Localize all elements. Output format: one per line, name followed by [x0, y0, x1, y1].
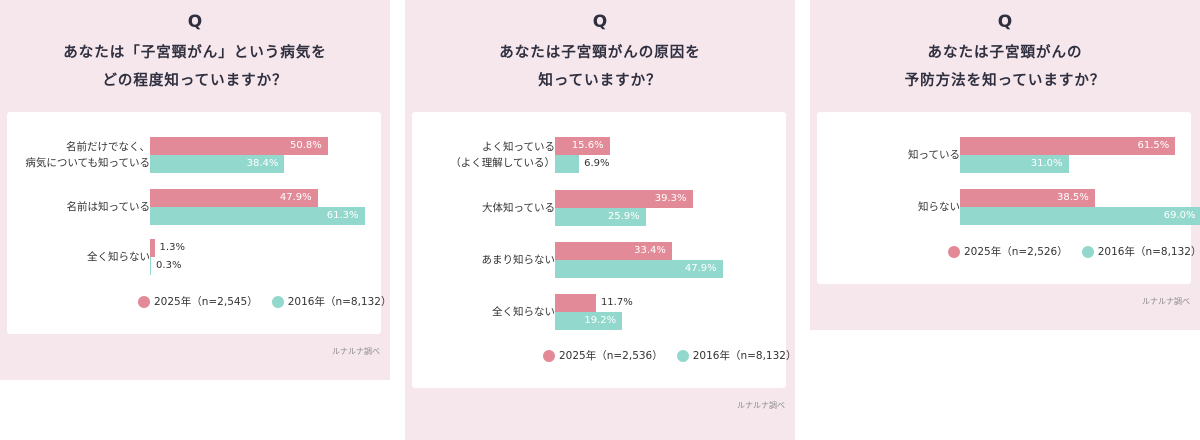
chart-card: 名前だけでなく、病気についても知っている 50.8% 38.4% 名前は知っている 47…	[7, 112, 391, 334]
category-label-line: よく知っている	[482, 141, 555, 153]
bar-2025	[555, 242, 672, 260]
value-label-2016: 0.3%	[156, 260, 182, 271]
bar-2016	[960, 155, 1069, 173]
legend-item-2016: 2016年（n=8,132）	[271, 294, 392, 309]
legend-swatch-2025	[138, 295, 150, 308]
legend-swatch-2016	[1081, 245, 1094, 258]
category-label: 全く知らない	[87, 249, 150, 265]
bar-2025	[150, 189, 318, 207]
bar-2016	[150, 257, 152, 275]
value-label-2025: 47.9%	[279, 192, 312, 203]
chart-title-line-1: あなたは子宮頸がんの原因を	[499, 45, 701, 61]
category-label-line: あまり知らない	[481, 254, 556, 266]
bar-2025	[555, 190, 693, 208]
bar-2016	[555, 155, 580, 173]
question-mark: Q	[187, 12, 203, 32]
chart-card: 知っている 61.5% 31.0% 知らない 38.5% 69.0% 2025年（n=2,5…	[817, 112, 1200, 284]
chart-title-line-2: 知っていますか？	[538, 73, 662, 89]
chart-legend: 2025年（n=2,536） 2016年（n=8,132）	[543, 348, 810, 363]
category-label: 全く知らない	[492, 304, 555, 320]
legend-item-2016: 2016年（n=8,132）	[676, 348, 797, 363]
bar-2025	[150, 137, 328, 155]
value-label-2016: 19.2%	[584, 315, 617, 326]
legend-swatch-2016	[271, 295, 284, 308]
value-label-2025: 50.8%	[290, 140, 322, 151]
category-label-line: 知っている	[908, 149, 960, 161]
chart-legend: 2025年（n=2,545） 2016年（n=8,132）	[138, 294, 405, 309]
category-label-line: 全く知らない	[492, 306, 555, 318]
source-note: ルナルナ調べ	[737, 401, 785, 410]
value-label-2025: 15.6%	[571, 140, 604, 151]
legend-swatch-2016	[676, 349, 689, 362]
source-note: ルナルナ調べ	[332, 347, 380, 356]
legend-label-2025: 2025年（n=2,526）	[964, 246, 1068, 258]
value-label-2016: 61.3%	[326, 210, 359, 221]
legend-swatch-2025	[948, 245, 960, 258]
value-label-2025: 33.4%	[634, 245, 666, 256]
category-label: よく知っている （よく理解している）	[450, 139, 555, 171]
chart-legend: 2025年（n=2,526） 2016年（n=8,132）	[948, 244, 1200, 259]
value-label-2025: 38.5%	[1056, 192, 1089, 203]
legend-label-2016: 2016年（n=8,132）	[1097, 246, 1200, 258]
category-label-line: 全く知らない	[87, 251, 150, 263]
category-label: 知らない	[918, 199, 960, 215]
legend-item-2025: 2025年（n=2,545）	[138, 294, 258, 309]
value-label-2025: 39.3%	[654, 193, 687, 204]
value-label-2016: 47.9%	[684, 263, 717, 274]
category-label-line: 名前は知っている	[66, 201, 150, 213]
chart-card: よく知っている （よく理解している） 15.6% 6.9% 大体知っている 39.3% 25…	[412, 112, 796, 388]
bar-2025	[555, 294, 596, 312]
bar-2016	[555, 312, 623, 330]
legend-swatch-2025	[543, 349, 555, 362]
category-label-line: （よく理解している）	[450, 157, 555, 169]
value-label-2016: 6.9%	[584, 158, 610, 169]
category-label-line: 病気についても知っている	[25, 157, 150, 169]
value-label-2016: 38.4%	[246, 158, 279, 169]
question-mark: Q	[997, 12, 1013, 32]
chart-title-line-2: どの程度知っていますか？	[102, 73, 288, 89]
category-label-line: 知らない	[918, 201, 960, 213]
legend-item-2025: 2025年（n=2,536）	[543, 348, 663, 363]
category-label: 大体知っている	[482, 200, 555, 216]
category-label: あまり知らない	[482, 252, 556, 268]
bar-2025	[960, 189, 1095, 207]
legend-item-2016: 2016年（n=8,132）	[1081, 244, 1200, 259]
category-label-line: 大体知っている	[482, 202, 555, 214]
category-label: 名前だけでなく、病気についても知っている	[25, 139, 150, 171]
value-label-2016: 25.9%	[607, 211, 640, 222]
legend-label-2016: 2016年（n=8,132）	[692, 350, 797, 362]
chart-title-line-1: あなたは「子宮頸がん」という病気を	[63, 45, 327, 61]
chart-panel-2: Q あなたは子宮頸がんの原因を 知っていますか？ よく知っている （よく理解してい…	[405, 0, 796, 440]
chart-title-line-1: あなたは子宮頸がんの	[927, 45, 1083, 61]
bar-2016	[960, 207, 1200, 225]
legend-item-2025: 2025年（n=2,526）	[948, 244, 1068, 259]
bar-2025	[150, 239, 155, 257]
bar-2016	[555, 208, 646, 226]
category-label: 知っている	[908, 147, 960, 163]
bar-2025	[960, 137, 1176, 155]
bar-2016	[150, 207, 365, 225]
category-label-line: 名前だけでなく、	[66, 141, 150, 153]
chart-panel-3: Q あなたは子宮頸がんの 予防方法を知っていますか？ 知っている 61.5% 31.…	[810, 0, 1200, 330]
chart-panel-1: Q あなたは「子宮頸がん」という病気を どの程度知っていますか？ 名前だけでなく…	[0, 0, 391, 380]
legend-label-2025: 2025年（n=2,536）	[559, 350, 663, 362]
value-label-2016: 69.0%	[1163, 210, 1196, 221]
value-label-2016: 31.0%	[1030, 158, 1063, 169]
bar-2025	[555, 137, 610, 155]
legend-label-2025: 2025年（n=2,545）	[154, 296, 258, 308]
value-label-2025: 61.5%	[1137, 140, 1170, 151]
category-label: 名前は知っている	[67, 199, 150, 215]
question-mark: Q	[592, 12, 608, 32]
legend-label-2016: 2016年（n=8,132）	[287, 296, 392, 308]
bar-2016	[555, 260, 723, 278]
bar-2016	[150, 155, 285, 173]
value-label-2025: 1.3%	[159, 242, 185, 253]
chart-title-line-2: 予防方法を知っていますか？	[904, 73, 1106, 89]
value-label-2025: 11.7%	[600, 297, 633, 308]
source-note: ルナルナ調べ	[1142, 297, 1190, 306]
